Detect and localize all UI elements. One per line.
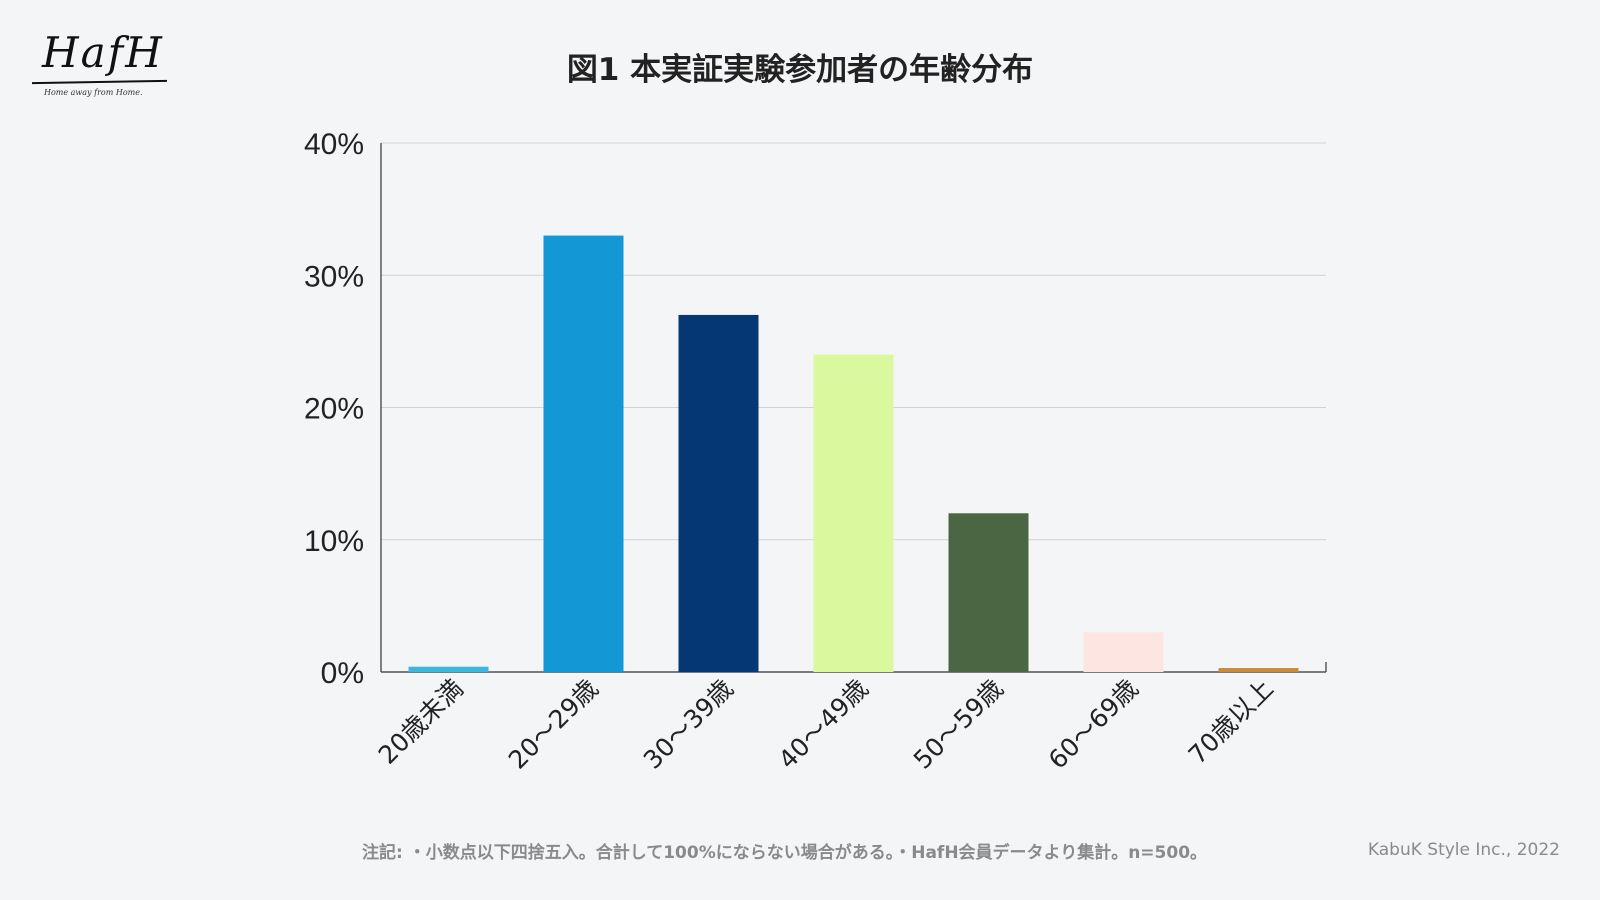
bar <box>408 666 489 672</box>
bar <box>678 314 759 672</box>
x-tick-label: 30〜39歳 <box>638 674 739 775</box>
x-tick-label: 20〜29歳 <box>503 674 604 775</box>
bar <box>1218 668 1299 672</box>
x-tick-label: 70歳以上 <box>1183 674 1279 770</box>
y-tick-label: 40% <box>304 128 364 161</box>
chart-title: 図1 本実証実験参加者の年齢分布 <box>566 52 1034 88</box>
y-tick-label: 0% <box>321 657 364 690</box>
x-tick-label: 50〜59歳 <box>908 674 1009 775</box>
hafh-logo: HafH Home away from Home. <box>30 28 170 103</box>
y-tick-label: 30% <box>304 260 364 293</box>
bar <box>948 513 1029 672</box>
x-tick-label: 40〜49歳 <box>773 674 874 775</box>
footnote: 注記: ・小数点以下四捨五入。合計して100%にならない場合がある。・HafH会… <box>362 843 1208 863</box>
y-tick-label: 20% <box>304 393 364 426</box>
x-tick-label: 20歳未満 <box>373 674 469 770</box>
bar <box>543 235 624 672</box>
x-tick-label: 60〜69歳 <box>1043 674 1144 775</box>
credit-line: KabuK Style Inc., 2022 <box>1367 840 1560 860</box>
logo-wordmark: HafH <box>42 28 164 77</box>
bar <box>813 354 894 672</box>
y-tick-label: 10% <box>304 525 364 558</box>
logo-tagline: Home away from Home. <box>44 88 143 97</box>
bar <box>1083 632 1164 672</box>
